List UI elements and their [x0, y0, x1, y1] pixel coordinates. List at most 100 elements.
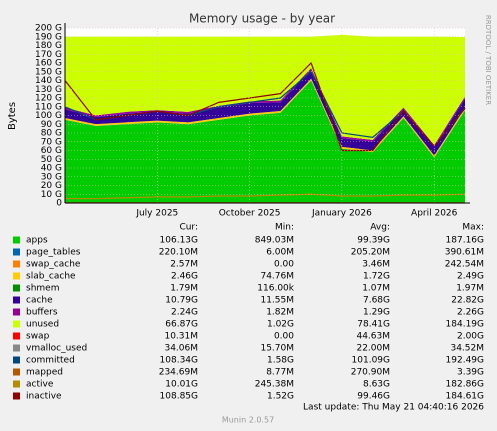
legend-value: 234.69M: [159, 368, 198, 378]
legend-value: 1.07M: [362, 284, 390, 294]
y-tick-label: 130 G: [35, 85, 62, 95]
legend-value: 0.00: [274, 260, 294, 270]
x-tick-label: January 2026: [311, 209, 372, 219]
legend-value: 99.46G: [357, 392, 390, 402]
legend-name: shmem: [26, 284, 59, 294]
legend-value: 205.20M: [351, 248, 390, 258]
x-tick-label: October 2025: [219, 209, 281, 219]
legend-name: cache: [26, 296, 53, 306]
legend-swatch: [13, 344, 20, 352]
legend-value: 10.01G: [165, 380, 198, 390]
legend-name: buffers: [26, 308, 58, 318]
y-tick-label: 10 G: [41, 190, 62, 200]
y-tick-label: 110 G: [35, 102, 62, 112]
legend-value: 10.31M: [164, 332, 198, 342]
legend-value: 3.39G: [457, 368, 484, 378]
footer: Last update: Thu May 21 04:40:16 2026: [303, 403, 484, 413]
legend-value: 2.24G: [171, 308, 198, 318]
y-tick-label: 60 G: [41, 146, 62, 156]
side-label: RRDTOOL / TOBI OETIKER: [484, 15, 492, 105]
legend-swatch: [13, 320, 20, 328]
legend-value: 1.58G: [267, 356, 294, 366]
legend-value: 101.09G: [352, 356, 390, 366]
y-tick-label: 200 G: [35, 24, 62, 34]
legend-value: 106.13G: [160, 236, 198, 246]
legend-name: vmalloc_used: [26, 344, 87, 354]
legend-value: 220.10M: [159, 248, 198, 258]
legend-swatch: [13, 380, 20, 388]
legend-value: 1.97M: [456, 284, 484, 294]
y-tick-label: 30 G: [41, 172, 62, 182]
legend-value: 2.46G: [171, 272, 198, 282]
line: [65, 193, 466, 200]
legend-value: 192.49G: [446, 356, 484, 366]
legend-name: apps: [26, 236, 48, 246]
y-tick-label: 170 G: [35, 50, 62, 60]
legend-header: Min:: [275, 223, 294, 233]
legend-name: mapped: [26, 368, 63, 378]
legend-swatch: [13, 284, 20, 292]
y-tick-label: 140 G: [35, 76, 62, 86]
y-tick-label: 50 G: [41, 155, 62, 165]
legend-value: 849.03M: [255, 236, 294, 246]
legend-swatch: [13, 236, 20, 244]
chart-title: Memory usage - by year: [189, 12, 335, 26]
y-tick-label: 70 G: [41, 137, 62, 147]
legend-swatch: [13, 332, 20, 340]
legend-header: Max:: [462, 223, 484, 233]
x-tick-label: July 2025: [135, 209, 178, 219]
legend-value: 116.00k: [257, 284, 294, 294]
legend-name: swap_cache: [26, 260, 81, 270]
legend-value: 2.49G: [457, 272, 484, 282]
legend-value: 187.16G: [446, 236, 484, 246]
y-tick-label: 180 G: [35, 41, 62, 51]
y-tick-label: 160 G: [35, 59, 62, 69]
area: [65, 34, 465, 146]
x-tick-label: April 2026: [411, 209, 458, 219]
legend-value: 34.06M: [164, 344, 198, 354]
y-tick-label: 80 G: [41, 129, 62, 139]
legend-value: 182.86G: [446, 380, 484, 390]
legend-value: 1.29G: [363, 308, 390, 318]
legend-name: unused: [26, 320, 59, 330]
legend-value: 1.02G: [267, 320, 294, 330]
legend-value: 3.46M: [362, 260, 390, 270]
legend-name: page_tables: [26, 248, 81, 258]
y-tick-label: 120 G: [35, 94, 62, 104]
credit: Munin 2.0.57: [222, 416, 274, 425]
line: [64, 61, 466, 152]
legend-swatch: [13, 368, 20, 376]
y-tick-label: 150 G: [35, 67, 62, 77]
legend-header: Avg:: [370, 223, 390, 233]
legend-swatch: [13, 308, 20, 316]
area: [65, 80, 465, 203]
legend-value: 22.82G: [451, 296, 484, 306]
legend-value: 34.52M: [450, 344, 484, 354]
legend-value: 11.55M: [260, 296, 294, 306]
y-tick-label: 190 G: [35, 32, 62, 42]
y-tick-label: 100 G: [35, 111, 62, 121]
legend-swatch: [13, 248, 20, 256]
legend-value: 8.63G: [363, 380, 390, 390]
legend-name: committed: [26, 356, 75, 366]
legend-value: 242.54M: [445, 260, 484, 270]
legend-name: active: [26, 380, 54, 390]
legend-value: 10.79G: [165, 296, 198, 306]
legend-value: 1.82M: [266, 308, 294, 318]
legend-value: 15.70M: [260, 344, 294, 354]
legend-value: 1.52G: [267, 392, 294, 402]
y-tick-label: 0: [56, 199, 62, 209]
legend-value: 66.87G: [165, 320, 198, 330]
y-tick-label: 20 G: [41, 181, 62, 191]
legend-value: 2.26G: [457, 308, 484, 318]
legend-value: 184.19G: [446, 320, 484, 330]
legend-value: 99.39G: [357, 236, 390, 246]
legend-value: 1.79M: [170, 284, 198, 294]
y-axis-label: Bytes: [7, 102, 18, 130]
legend-value: 8.77M: [266, 368, 294, 378]
y-tick-label: 40 G: [41, 164, 62, 174]
legend-value: 74.76M: [260, 272, 294, 282]
legend-value: 6.00M: [266, 248, 294, 258]
legend-swatch: [13, 392, 20, 400]
